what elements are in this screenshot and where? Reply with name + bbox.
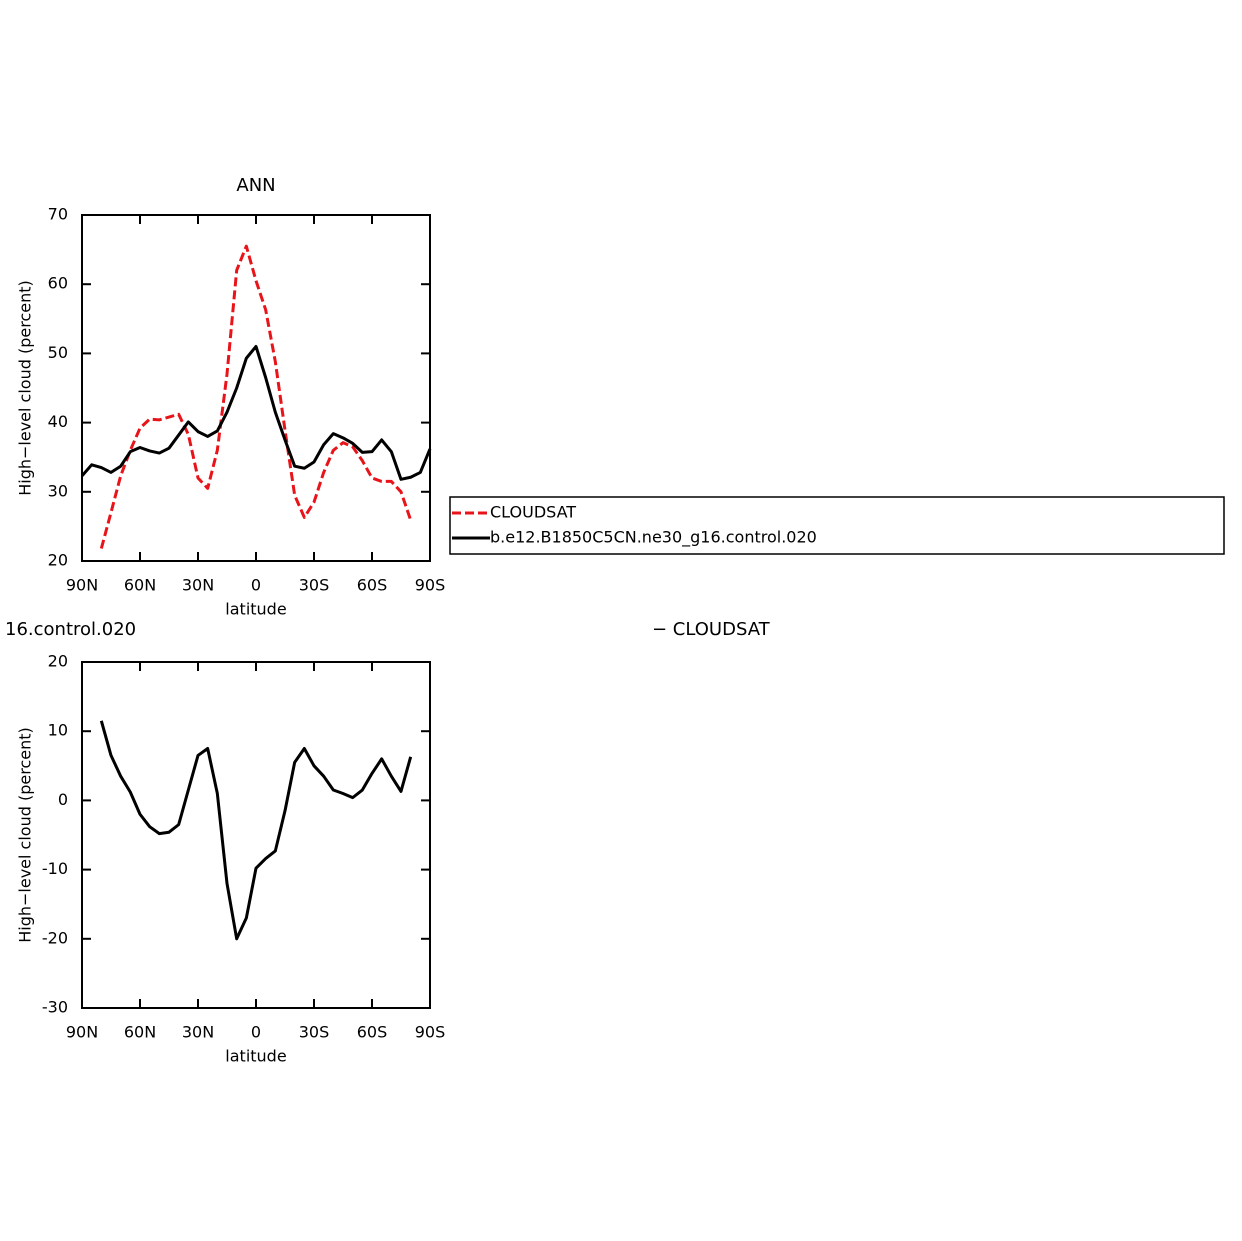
plot-frame xyxy=(81,661,431,1009)
x-tick-label: 60S xyxy=(357,1023,388,1042)
data-line xyxy=(99,720,413,941)
x-axis-label: latitude xyxy=(225,600,286,619)
x-tick-label: 60S xyxy=(357,576,388,595)
x-tick-label: 90N xyxy=(66,576,98,595)
chart-title: 16.control.020 xyxy=(5,619,136,640)
data-line xyxy=(80,344,432,481)
y-tick-label: 40 xyxy=(48,412,68,431)
y-tick-label: -10 xyxy=(42,859,68,878)
x-tick-label: 30N xyxy=(182,1023,214,1042)
y-tick-label: 60 xyxy=(48,274,68,293)
x-tick-label: 90S xyxy=(415,1023,446,1042)
chart-title: ANN xyxy=(236,175,275,196)
y-tick-label: 50 xyxy=(48,343,68,362)
y-tick-label: 30 xyxy=(48,481,68,500)
y-tick-label: 20 xyxy=(48,652,68,671)
x-tick-label: 30S xyxy=(299,1023,330,1042)
x-tick-label: 90N xyxy=(66,1023,98,1042)
data-line xyxy=(99,244,413,549)
y-tick-label: -30 xyxy=(42,998,68,1017)
x-tick-label: 90S xyxy=(415,576,446,595)
x-tick-label: 60N xyxy=(124,1023,156,1042)
chart-subtitle: − CLOUDSAT xyxy=(652,619,771,640)
x-tick-label: 60N xyxy=(124,576,156,595)
y-axis-label: High−level cloud (percent) xyxy=(16,280,35,496)
y-axis-label: High−level cloud (percent) xyxy=(16,727,35,943)
x-tick-label: 30S xyxy=(299,576,330,595)
y-tick-label: 10 xyxy=(48,721,68,740)
plot-frame xyxy=(81,214,431,562)
y-tick-label: -20 xyxy=(42,928,68,947)
x-tick-label: 30N xyxy=(182,576,214,595)
y-tick-label: 20 xyxy=(48,551,68,570)
legend-box xyxy=(449,496,1225,555)
y-tick-label: 70 xyxy=(48,205,68,224)
legend-label: CLOUDSAT xyxy=(490,503,576,522)
x-axis-label: latitude xyxy=(225,1047,286,1066)
legend-label: b.e12.B1850C5CN.ne30_g16.control.020 xyxy=(490,528,817,548)
y-tick-label: 0 xyxy=(58,790,68,809)
x-tick-label: 0 xyxy=(251,576,261,595)
x-tick-label: 0 xyxy=(251,1023,261,1042)
